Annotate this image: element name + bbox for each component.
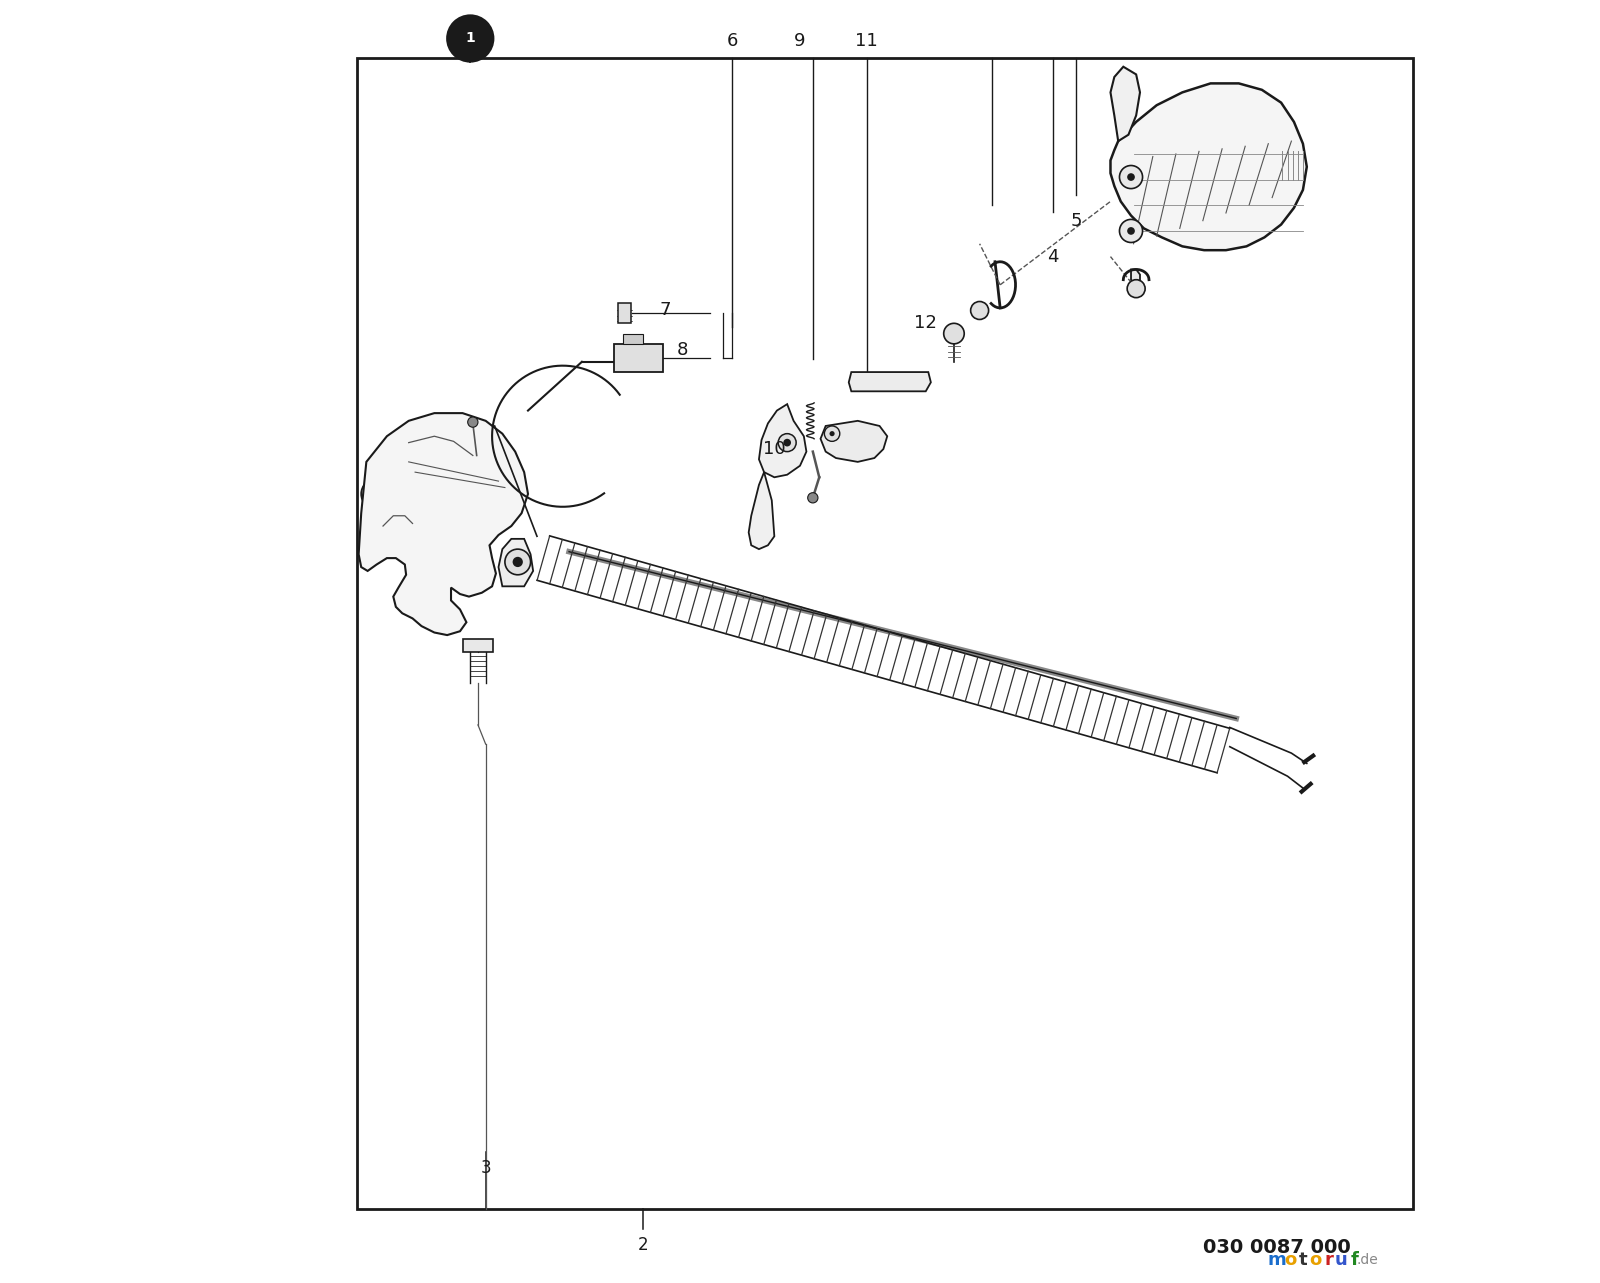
Text: 5: 5: [1070, 212, 1082, 230]
Text: u: u: [1334, 1251, 1347, 1269]
Text: t: t: [1299, 1251, 1307, 1269]
Text: o: o: [1310, 1251, 1322, 1269]
Text: 7: 7: [659, 302, 670, 319]
Text: m: m: [1267, 1251, 1286, 1269]
Text: 4: 4: [1046, 248, 1059, 266]
Text: 11: 11: [856, 32, 878, 50]
Circle shape: [446, 15, 493, 62]
Bar: [622, 334, 643, 344]
Text: 8: 8: [677, 341, 688, 359]
Text: f: f: [1350, 1251, 1358, 1269]
Polygon shape: [848, 372, 931, 391]
Bar: [462, 639, 493, 652]
Circle shape: [362, 479, 392, 509]
Text: r: r: [1325, 1251, 1333, 1269]
Polygon shape: [1131, 269, 1139, 285]
Polygon shape: [499, 539, 533, 586]
Circle shape: [784, 439, 790, 446]
Text: 2: 2: [638, 1236, 648, 1253]
Circle shape: [808, 493, 818, 503]
Text: 030 0087 000: 030 0087 000: [1203, 1238, 1350, 1256]
Circle shape: [512, 557, 523, 567]
Text: .de: .de: [1357, 1253, 1378, 1266]
Text: o: o: [1283, 1251, 1296, 1269]
Text: 12: 12: [914, 314, 938, 332]
Circle shape: [506, 549, 531, 575]
Circle shape: [971, 302, 989, 319]
Polygon shape: [358, 413, 528, 635]
Polygon shape: [1110, 83, 1307, 250]
Circle shape: [829, 431, 835, 436]
Text: 9: 9: [794, 32, 806, 50]
Circle shape: [944, 323, 965, 344]
Circle shape: [1126, 227, 1134, 235]
Bar: [618, 303, 630, 323]
Circle shape: [467, 417, 478, 427]
Bar: [357, 58, 1413, 1209]
Polygon shape: [749, 472, 774, 549]
Polygon shape: [821, 421, 888, 462]
Circle shape: [1126, 173, 1134, 181]
Text: 6: 6: [726, 32, 738, 50]
Text: 10: 10: [763, 440, 786, 458]
Circle shape: [824, 426, 840, 441]
Text: 1: 1: [466, 32, 475, 45]
Circle shape: [1126, 280, 1146, 298]
Circle shape: [778, 434, 797, 452]
Circle shape: [1120, 219, 1142, 242]
Polygon shape: [1110, 67, 1139, 141]
Circle shape: [1120, 166, 1142, 189]
Polygon shape: [758, 404, 806, 477]
Text: 3: 3: [480, 1159, 491, 1177]
Bar: [614, 344, 662, 372]
